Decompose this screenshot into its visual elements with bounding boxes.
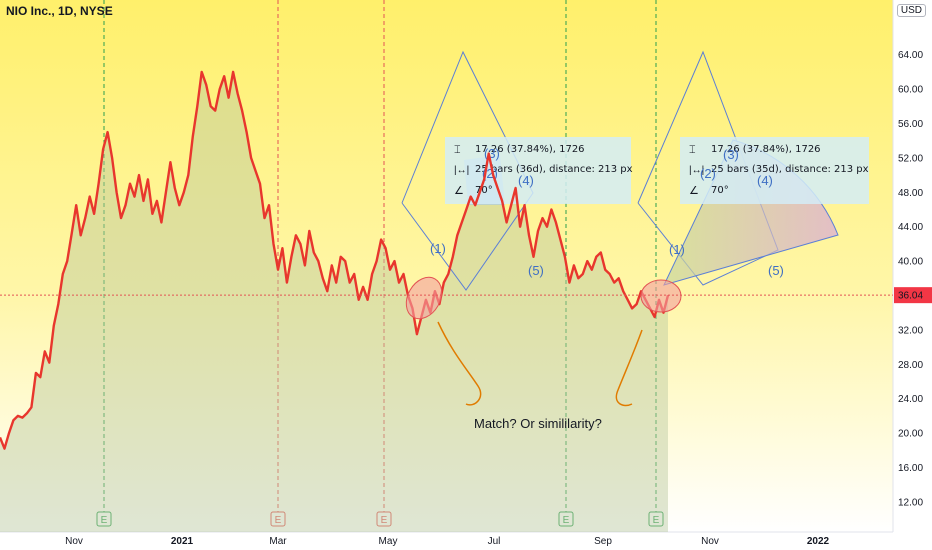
price-tick-label: 16.00	[898, 463, 923, 474]
measure-left-line1: 17.26 (37.84%), 1726	[475, 144, 585, 155]
wave-label-2-right: (2)	[700, 166, 716, 181]
time-tick-label: 2021	[171, 536, 194, 547]
earnings-marker-label: E	[381, 515, 388, 526]
price-tick-label: 32.00	[898, 325, 923, 336]
price-range-icon-left: ⌶	[454, 144, 461, 156]
time-tick-label: Mar	[269, 536, 287, 547]
measure-box-right[interactable]: ⌶ 17.26 (37.84%), 1726 |↔| 25 bars (35d)…	[680, 137, 869, 204]
measure-box-left-bg	[445, 137, 631, 204]
wave-label-5-left: (5)	[528, 263, 544, 278]
price-tick-label: 40.00	[898, 257, 923, 268]
price-axis[interactable]: 64.00 60.00 56.00 52.00 48.00 44.00 40.00 36.04…	[894, 50, 932, 508]
bars-range-icon-right: |↔|	[689, 165, 704, 176]
hand-arrow-left	[437, 321, 482, 406]
measure-right-line2: 25 bars (35d), distance: 213 px	[711, 164, 869, 175]
price-axis-background	[893, 0, 932, 532]
time-tick-label: Sep	[594, 536, 612, 547]
price-tick-label: 64.00	[898, 50, 923, 61]
price-tick-label: 56.00	[898, 119, 923, 130]
time-tick-label: Nov	[65, 536, 83, 547]
price-tick-label: 60.00	[898, 85, 923, 96]
price-range-icon-right: ⌶	[689, 144, 696, 156]
wave-label-1-left: (1)	[430, 241, 446, 256]
price-tick-label: 44.00	[898, 222, 923, 233]
annotation-caption: Match? Or simililarity?	[474, 416, 602, 431]
wave-label-1-right: (1)	[669, 242, 685, 257]
bars-range-icon-left: |↔|	[454, 165, 469, 176]
wave-labels-right: (1) (2) (3) (4) (5)	[669, 147, 784, 278]
price-tick-label: 12.00	[898, 497, 923, 508]
measure-right-line3: 70°	[711, 185, 729, 196]
highlight-circle-right	[640, 279, 682, 313]
earnings-marker-label: E	[563, 515, 570, 526]
measure-right-line1: 17.26 (37.84%), 1726	[711, 144, 821, 155]
wave-label-4-right: (4)	[757, 173, 773, 188]
measure-box-right-bg	[680, 137, 869, 204]
measure-box-left[interactable]: ⌶ 17.26 (37.84%), 1726 |↔| 25 bars (36d)…	[445, 137, 633, 204]
hand-arrow-right	[615, 329, 643, 407]
earnings-marker-label: E	[653, 515, 660, 526]
wave-label-5-right: (5)	[768, 263, 784, 278]
time-axis-background	[0, 532, 932, 550]
price-tick-label: 48.00	[898, 188, 923, 199]
price-tick-label: 24.00	[898, 394, 923, 405]
earnings-marker[interactable]	[648, 511, 664, 527]
measure-left-line3: 70°	[475, 185, 493, 196]
measure-left-line2: 25 bars (36d), distance: 213 px	[475, 164, 633, 175]
earnings-marker[interactable]	[96, 511, 112, 527]
time-tick-label: Jul	[488, 536, 501, 547]
earnings-marker[interactable]	[376, 511, 392, 527]
symbol-title[interactable]: NIO Inc., 1D, NYSE	[6, 4, 113, 18]
price-tick-label: 20.00	[898, 429, 923, 440]
price-series-line	[0, 70, 670, 450]
wave-label-3-left: (3)	[484, 146, 500, 161]
time-axis[interactable]: Nov 2021 Mar May Jul Sep Nov 2022	[65, 536, 829, 547]
angle-icon-left: ∠	[454, 185, 464, 197]
earnings-marker-label: E	[101, 515, 108, 526]
currency-button[interactable]: USD	[896, 4, 926, 17]
earnings-marker[interactable]	[558, 511, 574, 527]
last-price-label: 36.04	[898, 291, 923, 302]
angle-icon-right: ∠	[689, 185, 699, 197]
time-tick-label: May	[379, 536, 398, 547]
price-tick-label: 28.00	[898, 360, 923, 371]
wave-label-3-right: (3)	[723, 147, 739, 162]
earnings-marker-label: E	[275, 515, 282, 526]
price-tick-label: 52.00	[898, 153, 923, 164]
earnings-marker[interactable]	[270, 511, 286, 527]
time-tick-label: 2022	[807, 536, 830, 547]
wave-label-4-left: (4)	[518, 173, 534, 188]
highlight-circle-left	[405, 276, 443, 320]
last-price-badge	[894, 287, 932, 304]
time-tick-label: Nov	[701, 536, 719, 547]
